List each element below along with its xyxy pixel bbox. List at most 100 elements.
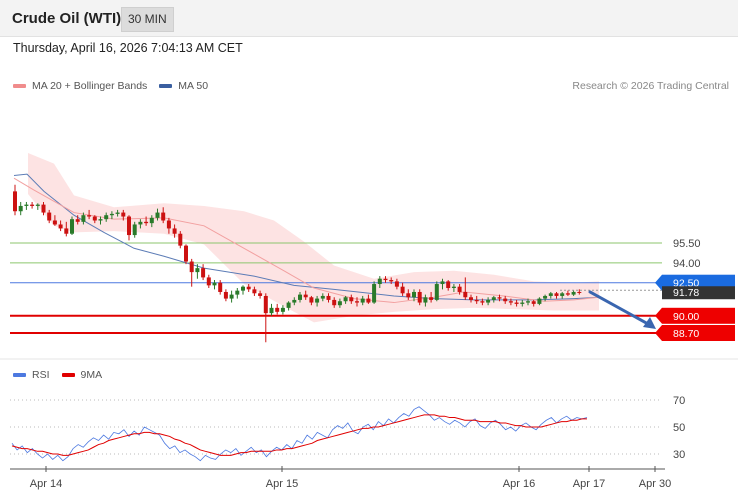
- candle-body: [389, 280, 394, 282]
- candle-body: [184, 245, 188, 262]
- candle-body: [508, 301, 513, 303]
- candle-body: [24, 204, 29, 206]
- bollinger-bands: [28, 153, 599, 323]
- rsi-legend-swatch: [13, 373, 26, 377]
- forecast-arrow-shaft: [588, 290, 652, 327]
- candle-body: [138, 221, 143, 225]
- candle-body: [497, 297, 502, 299]
- candle-body: [554, 293, 559, 296]
- level-lines: [10, 242, 662, 334]
- candle-body: [469, 297, 473, 300]
- candle-body: [394, 281, 399, 287]
- rsi9ma-legend-label: 9MA: [80, 369, 103, 381]
- candle-body: [412, 291, 416, 298]
- candle-body: [377, 278, 382, 285]
- candle-body: [229, 294, 234, 299]
- level-tag-pointer: [655, 274, 662, 291]
- candle-body: [104, 215, 109, 220]
- rsi-legend-label: RSI: [32, 369, 50, 381]
- candle-body: [75, 219, 80, 222]
- candles: [13, 184, 582, 343]
- legend-main: MA 20 + Bollinger Bands MA 50: [13, 80, 208, 92]
- last-price-tag-bg: [662, 286, 735, 300]
- candle-body: [503, 298, 508, 302]
- candle-body: [309, 297, 314, 303]
- level-tag-94.00: 94.00: [673, 258, 701, 270]
- candle-body: [41, 204, 46, 213]
- instrument-title: Crude Oil (WTI): [12, 10, 122, 27]
- candle-body: [463, 291, 468, 298]
- forecast-arrow: [588, 290, 656, 330]
- level-tag-bg-88.70: [662, 325, 735, 341]
- x-tick-label: Apr 30: [639, 478, 671, 490]
- x-tick-label: Apr 17: [573, 478, 605, 490]
- last-price-tag: 91.78: [673, 287, 699, 299]
- candle-body: [246, 286, 251, 290]
- candle-body: [491, 297, 496, 300]
- candle-body: [30, 204, 35, 206]
- candle-body: [457, 286, 462, 292]
- candle-body: [451, 286, 456, 288]
- legend-rsi: RSI 9MA: [13, 369, 102, 381]
- rsi-tick-50: 50: [673, 422, 685, 434]
- candle-body: [474, 299, 479, 302]
- level-tag-95.50: 95.50: [673, 238, 701, 250]
- ma20-legend-label: MA 20 + Bollinger Bands: [32, 80, 148, 92]
- candle-body: [423, 297, 428, 303]
- candle-body: [252, 289, 257, 294]
- candle-body: [406, 293, 411, 298]
- candle-body: [144, 221, 149, 224]
- rsi-tick-30: 30: [673, 449, 685, 461]
- candle-body: [149, 217, 154, 224]
- level-tag-bg-90.00: [662, 307, 735, 324]
- candle-body: [349, 297, 354, 302]
- candle-body: [81, 215, 86, 222]
- candle-body: [303, 294, 308, 298]
- candle-body: [537, 298, 542, 304]
- candle-body: [520, 302, 525, 304]
- rsi-panel: 30 50 70: [10, 395, 685, 462]
- x-tick-label: Apr 15: [266, 478, 298, 490]
- candle-body: [332, 299, 337, 306]
- candle-body: [417, 291, 422, 303]
- candle-body: [258, 293, 263, 296]
- candle-body: [206, 277, 211, 286]
- candle-body: [223, 291, 228, 299]
- bollinger-band-area: [28, 153, 599, 323]
- candle-body: [115, 212, 120, 214]
- candle-body: [189, 261, 194, 273]
- candle-body: [178, 233, 183, 246]
- candle-body: [337, 301, 342, 306]
- candle-body: [155, 212, 160, 218]
- candle-body: [531, 301, 536, 304]
- candle-body: [52, 220, 57, 225]
- candle-body: [526, 301, 530, 303]
- candle-body: [47, 212, 52, 221]
- candle-body: [241, 286, 245, 291]
- candle-body: [543, 295, 548, 299]
- candle-body: [548, 293, 553, 296]
- candle-body: [280, 307, 285, 312]
- candle-body: [263, 295, 268, 314]
- candle-body: [92, 216, 97, 221]
- ma50-legend-swatch: [159, 84, 173, 88]
- level-tag-90.00: 90.00: [673, 311, 699, 323]
- candle-body: [18, 205, 23, 212]
- timeframe-button[interactable]: 30 MIN: [121, 7, 174, 32]
- ma50-legend-label: MA 50: [178, 80, 209, 92]
- candle-body: [132, 224, 137, 236]
- candle-body: [446, 281, 451, 288]
- candle-body: [212, 282, 217, 286]
- candle-body: [275, 307, 280, 312]
- candle-body: [320, 295, 325, 299]
- candle-body: [400, 286, 405, 294]
- candle-body: [486, 299, 491, 303]
- chart-header: Crude Oil (WTI) 30 MIN: [0, 0, 738, 37]
- candle-body: [577, 291, 582, 293]
- level-tag-pointer: [655, 325, 662, 341]
- copyright-text: Research © 2026 Trading Central: [572, 80, 729, 92]
- candle-body: [109, 213, 114, 216]
- candle-body: [201, 268, 206, 278]
